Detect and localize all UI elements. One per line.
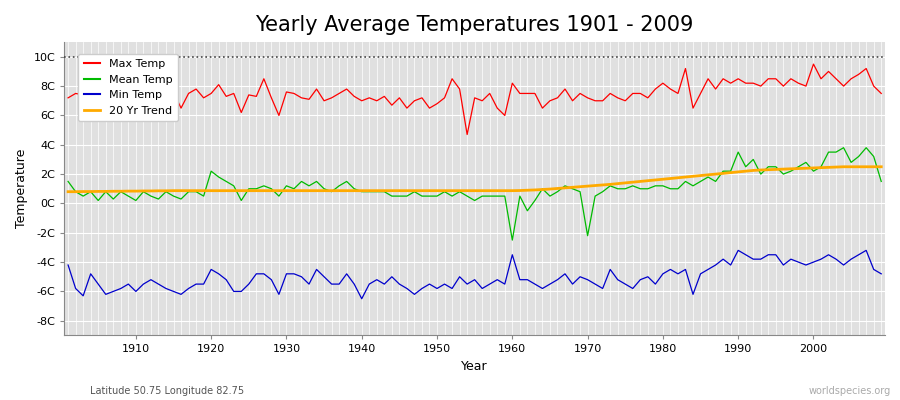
Title: Yearly Average Temperatures 1901 - 2009: Yearly Average Temperatures 1901 - 2009 <box>256 15 694 35</box>
Legend: Max Temp, Mean Temp, Min Temp, 20 Yr Trend: Max Temp, Mean Temp, Min Temp, 20 Yr Tre… <box>78 54 178 121</box>
Y-axis label: Temperature: Temperature <box>15 149 28 228</box>
Text: worldspecies.org: worldspecies.org <box>809 386 891 396</box>
X-axis label: Year: Year <box>462 360 488 373</box>
Text: Latitude 50.75 Longitude 82.75: Latitude 50.75 Longitude 82.75 <box>90 386 244 396</box>
